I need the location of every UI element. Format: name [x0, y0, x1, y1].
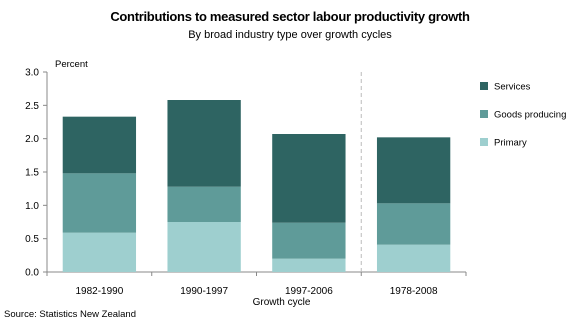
y-tick-label: 2.0 [25, 134, 39, 145]
bar-segment [376, 244, 451, 272]
bar-segment [62, 116, 137, 174]
legend-label: Goods producing [494, 110, 566, 121]
chart-title: Contributions to measured sector labour … [110, 9, 470, 24]
legend-swatch [480, 138, 488, 146]
x-axis-label: Growth cycle [253, 297, 311, 308]
bar-segment [272, 222, 346, 259]
bar-segment [167, 100, 241, 187]
bar-segment [272, 258, 346, 272]
bar-segment [167, 186, 241, 222]
y-tick-label: 0.0 [25, 268, 39, 279]
legend-label: Primary [494, 138, 527, 149]
chart-subtitle: By broad industry type over growth cycle… [188, 29, 392, 41]
legend-swatch [480, 82, 488, 90]
source-note: Source: Statistics New Zealand [4, 309, 137, 320]
bar-segment [62, 232, 137, 272]
y-axis-label: Percent [55, 59, 88, 70]
y-tick-label: 0.5 [25, 234, 39, 245]
x-tick-label: 1990-1997 [180, 286, 228, 297]
bar-segment [62, 173, 137, 233]
y-tick-label: 2.5 [25, 101, 39, 112]
legend-swatch [480, 110, 488, 118]
x-tick-label: 1978-2008 [390, 286, 438, 297]
x-tick-label: 1982-1990 [75, 286, 123, 297]
y-tick-label: 3.0 [25, 68, 39, 79]
bar-segment [376, 137, 451, 204]
y-tick-label: 1.5 [25, 168, 39, 179]
x-tick-label: 1997-2006 [285, 286, 333, 297]
bar-segment [167, 222, 241, 272]
bar-segment [376, 203, 451, 245]
legend-label: Services [494, 82, 531, 93]
y-tick-label: 1.0 [25, 201, 39, 212]
bar-segment [272, 134, 346, 223]
